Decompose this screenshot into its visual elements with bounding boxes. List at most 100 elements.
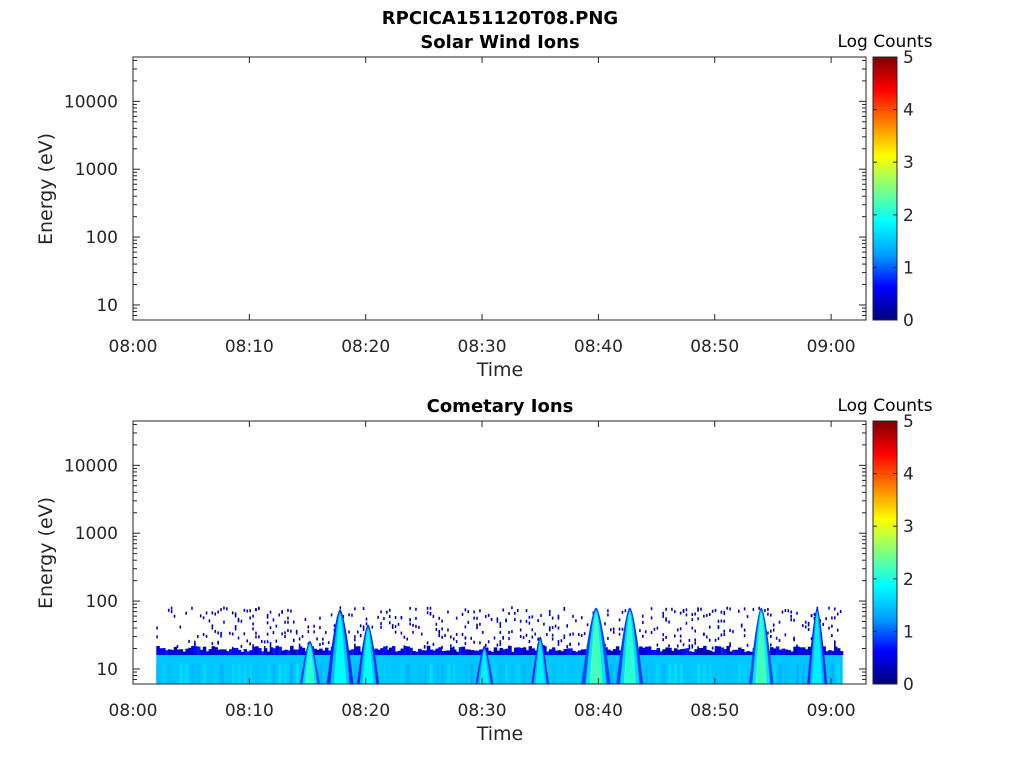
band-cell (691, 663, 695, 684)
sparse-count (834, 607, 836, 611)
band-edge-cell (508, 645, 512, 656)
band-edge-cell (502, 649, 506, 656)
band-edge-cell (770, 647, 774, 656)
sparse-count (676, 644, 679, 648)
band-edge-cell (784, 649, 789, 656)
sparse-count (511, 606, 513, 610)
sparse-count (746, 615, 749, 619)
band-cell (575, 663, 579, 684)
sparse-count (234, 627, 237, 631)
sparse-count (461, 612, 464, 616)
sparse-count (420, 632, 423, 636)
sparse-count (266, 615, 269, 619)
sparse-count (284, 635, 286, 639)
sparse-count (708, 638, 711, 642)
sparse-count (205, 611, 208, 615)
sparse-count (729, 644, 731, 648)
sparse-count (301, 634, 304, 638)
sparse-count (432, 642, 435, 646)
band-cell (551, 663, 555, 684)
band-cell (668, 663, 672, 684)
sparse-count (406, 637, 409, 641)
sparse-count (269, 610, 272, 614)
ion-burst-layer (362, 630, 374, 684)
sparse-count (551, 616, 554, 620)
sparse-count (586, 623, 589, 627)
sparse-count (546, 632, 548, 636)
sparse-count (324, 630, 327, 634)
sparse-count (211, 641, 214, 645)
colorbar-tick-label: 4 (903, 465, 914, 485)
band-cell (423, 663, 427, 684)
band-edge-cell (426, 645, 431, 656)
sparse-count (697, 646, 699, 650)
band-edge-cell (799, 647, 803, 656)
sparse-count (240, 644, 243, 648)
solar-wind-title: Solar Wind Ions (420, 32, 579, 53)
sparse-count (644, 630, 647, 634)
band-cell (685, 663, 689, 684)
band-edge-cell (173, 646, 178, 656)
band-edge-cell (447, 650, 451, 656)
band-cell (720, 663, 724, 684)
band-edge-cell (572, 650, 576, 656)
band-edge-cell (831, 650, 835, 656)
y-tick-label: 10 (96, 660, 118, 680)
band-cell (208, 663, 212, 684)
sparse-count (252, 627, 254, 631)
sparse-count (691, 618, 694, 622)
band-cell (388, 663, 392, 684)
sparse-count (327, 641, 330, 645)
sparse-count (618, 627, 621, 631)
band-cell (743, 663, 747, 684)
sparse-count (455, 632, 458, 636)
sparse-count (354, 643, 356, 647)
x-tick-label: 08:30 (458, 701, 507, 721)
band-cell (226, 663, 229, 684)
sparse-count (525, 619, 528, 623)
sparse-count (386, 610, 388, 614)
sparse-count (295, 629, 298, 633)
band-edge-cell (557, 650, 562, 656)
sparse-count (313, 630, 315, 634)
band-edge-cell (432, 650, 437, 656)
sparse-count (258, 635, 260, 639)
sparse-count (697, 607, 699, 611)
sparse-count (397, 622, 400, 626)
band-edge-cell (455, 651, 460, 656)
sparse-count (464, 641, 467, 645)
x-tick-label: 08:50 (690, 337, 739, 357)
band-edge-cell (694, 649, 698, 656)
band-edge-cell (697, 648, 701, 656)
band-edge-cell (176, 649, 181, 656)
sparse-count (717, 625, 720, 629)
band-edge-cell (839, 651, 844, 656)
sparse-count (607, 636, 609, 640)
band-cell (447, 663, 451, 684)
band-edge-cell (252, 646, 256, 656)
sparse-count (770, 629, 772, 633)
sparse-count (665, 635, 667, 639)
band-edge-cell (749, 651, 754, 656)
sparse-count (228, 631, 231, 635)
sparse-count (351, 613, 353, 617)
y-tick-label: 1000 (75, 160, 118, 180)
band-cell (319, 663, 323, 684)
band-edge-cell (688, 651, 693, 656)
band-edge-cell (167, 649, 172, 656)
sparse-count (211, 624, 214, 628)
sparse-count (563, 634, 566, 638)
band-edge-cell (260, 651, 265, 656)
band-edge-cell (738, 647, 742, 656)
band-cell (295, 663, 299, 684)
sparse-count (531, 615, 534, 619)
band-edge-cell (281, 650, 285, 656)
band-cell (249, 663, 253, 684)
colorbar-tick-label: 2 (903, 206, 914, 226)
cometary-panel: Cometary Ions 08:00 08:10 08:20 08:30 08:40 0… (35, 396, 933, 745)
sparse-count (676, 628, 679, 632)
band-cell (703, 663, 707, 684)
band-edge-cell (650, 650, 655, 656)
sparse-count (612, 630, 615, 634)
sparse-count (202, 633, 205, 637)
